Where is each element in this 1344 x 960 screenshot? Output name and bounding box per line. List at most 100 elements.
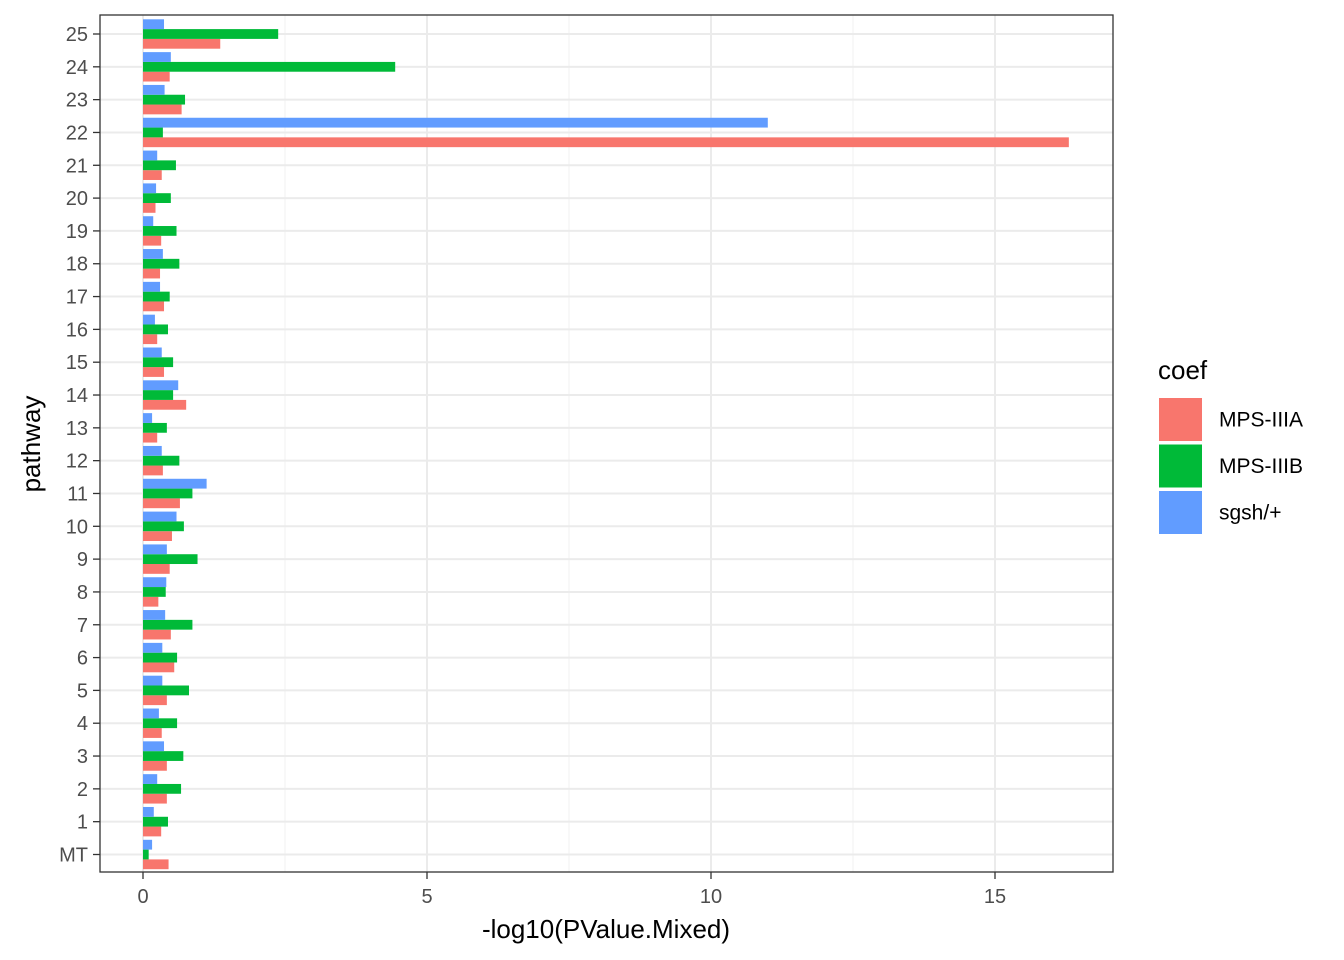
- bar-sgsh--pathway-12: [143, 445, 162, 456]
- minor-gridlines: [284, 15, 854, 872]
- bar-mps-iiib-pathway-14: [143, 390, 174, 400]
- y-tick-label-MT: MT: [59, 845, 88, 867]
- bar-mps-iiia-pathway-23: [143, 104, 182, 115]
- bar-mps-iiib-pathway-2: [143, 783, 182, 794]
- legend-key-mps-iiib: [1159, 444, 1202, 488]
- bar-mps-iiib-pathway-15: [143, 357, 174, 368]
- bar-mps-iiia-pathway-24: [143, 71, 170, 82]
- y-tick-label-22: 22: [66, 122, 88, 144]
- x-axis: 0 5 10 15: [137, 872, 1006, 908]
- bar-mps-iiib-pathway-17: [143, 291, 170, 302]
- bar-mps-iiia-pathway-12: [143, 465, 163, 476]
- bar-mps-iiia-pathway-11: [143, 498, 180, 509]
- bar-sgsh--pathway-1: [143, 806, 154, 817]
- bar-sgsh--pathway-10: [143, 511, 177, 522]
- y-tick-label-19: 19: [66, 221, 88, 243]
- y-tick-label-17: 17: [66, 287, 88, 309]
- y-tick-label-16: 16: [66, 319, 88, 341]
- bar-sgsh--pathway-17: [143, 281, 161, 292]
- bar-mps-iiib-pathway-21: [143, 160, 176, 171]
- legend-key-sgsh-: [1159, 491, 1202, 534]
- bar-sgsh--pathway-15: [143, 347, 162, 358]
- bar-mps-iiia-pathway-20: [143, 203, 156, 213]
- bar-mps-iiia-pathway-17: [143, 301, 165, 312]
- bar-sgsh--pathway-3: [143, 741, 165, 752]
- legend-label-sgsh-: sgsh/+: [1219, 502, 1281, 525]
- y-tick-label-9: 9: [77, 549, 88, 571]
- bar-mps-iiia-pathway-9: [143, 564, 170, 574]
- bar-mps-iiib-pathway-16: [143, 324, 168, 335]
- bar-sgsh--pathway-20: [143, 183, 157, 194]
- bar-sgsh--pathway-MT: [143, 839, 153, 850]
- y-tick-label-4: 4: [77, 713, 88, 735]
- bar-mps-iiib-pathway-11: [143, 488, 193, 499]
- bar-sgsh--pathway-21: [143, 150, 158, 161]
- y-tick-label-23: 23: [66, 90, 88, 112]
- bar-mps-iiib-pathway-24: [143, 61, 396, 72]
- bar-sgsh--pathway-23: [143, 84, 165, 95]
- bar-mps-iiia-pathway-16: [143, 334, 158, 345]
- bar-mps-iiia-pathway-2: [143, 793, 167, 804]
- bar-mps-iiia-pathway-4: [143, 728, 162, 738]
- y-tick-label-2: 2: [77, 779, 88, 801]
- panel-border: [99, 14, 1114, 873]
- y-tick-label-25: 25: [66, 24, 88, 46]
- bar-mps-iiib-pathway-12: [143, 455, 180, 466]
- x-axis-title: -log10(PValue.Mixed): [482, 914, 730, 944]
- bar-mps-iiib-pathway-6: [143, 652, 178, 663]
- bar-mps-iiib-pathway-3: [143, 751, 184, 761]
- bar-mps-iiib-pathway-9: [143, 554, 198, 565]
- bar-mps-iiib-pathway-7: [143, 619, 193, 630]
- bar-mps-iiia-pathway-15: [143, 367, 165, 377]
- y-tick-label-12: 12: [66, 451, 88, 473]
- bar-mps-iiib-pathway-1: [143, 816, 168, 827]
- bar-mps-iiib-pathway-MT: [143, 849, 149, 860]
- y-axis: MT12345678910111213141516171819202122232…: [59, 24, 100, 867]
- bar-sgsh--pathway-11: [143, 478, 207, 489]
- legend-key-mps-iiia: [1159, 398, 1202, 441]
- bar-sgsh--pathway-5: [143, 675, 163, 686]
- bar-sgsh--pathway-25: [143, 19, 165, 30]
- bar-sgsh--pathway-24: [143, 52, 171, 62]
- bar-mps-iiib-pathway-19: [143, 226, 177, 236]
- bar-sgsh--pathway-4: [143, 708, 159, 719]
- y-tick-label-3: 3: [77, 746, 88, 768]
- bar-sgsh--pathway-18: [143, 249, 163, 259]
- y-tick-label-10: 10: [66, 516, 88, 538]
- bar-mps-iiia-pathway-7: [143, 629, 171, 640]
- bar-sgsh--pathway-6: [143, 642, 163, 653]
- bar-mps-iiia-pathway-MT: [143, 859, 169, 870]
- x-tick-label-0: 0: [137, 886, 148, 908]
- legend-title: coef: [1158, 355, 1208, 385]
- bar-mps-iiia-pathway-18: [143, 268, 161, 279]
- bar-sgsh--pathway-8: [143, 577, 167, 588]
- bar-sgsh--pathway-14: [143, 380, 179, 391]
- y-tick-label-14: 14: [66, 385, 88, 407]
- bar-mps-iiib-pathway-23: [143, 94, 186, 105]
- y-tick-label-15: 15: [66, 352, 88, 374]
- bar-mps-iiia-pathway-22: [143, 137, 1069, 148]
- y-tick-label-20: 20: [66, 188, 88, 210]
- bar-sgsh--pathway-13: [143, 413, 153, 423]
- bar-mps-iiia-pathway-3: [143, 760, 167, 771]
- y-tick-label-13: 13: [66, 418, 88, 440]
- bar-mps-iiib-pathway-13: [143, 422, 167, 433]
- bar-mps-iiia-pathway-1: [143, 826, 162, 837]
- panel-background: [100, 15, 1113, 872]
- bar-sgsh--pathway-16: [143, 314, 155, 325]
- bars-group: [143, 19, 1069, 870]
- y-tick-label-6: 6: [77, 648, 88, 670]
- bar-mps-iiia-pathway-25: [143, 38, 221, 49]
- y-tick-label-7: 7: [77, 615, 88, 637]
- y-axis-title: pathway: [16, 396, 46, 493]
- y-tick-label-24: 24: [66, 57, 88, 79]
- legend-label-mps-iiib: MPS-IIIB: [1219, 455, 1303, 478]
- bar-mps-iiib-pathway-8: [143, 587, 166, 597]
- bar-mps-iiia-pathway-10: [143, 531, 172, 541]
- x-tick-label-2: 10: [700, 886, 722, 908]
- y-tick-label-21: 21: [66, 155, 88, 177]
- bar-sgsh--pathway-19: [143, 216, 154, 227]
- bar-mps-iiia-pathway-6: [143, 662, 175, 673]
- bar-sgsh--pathway-22: [143, 117, 768, 128]
